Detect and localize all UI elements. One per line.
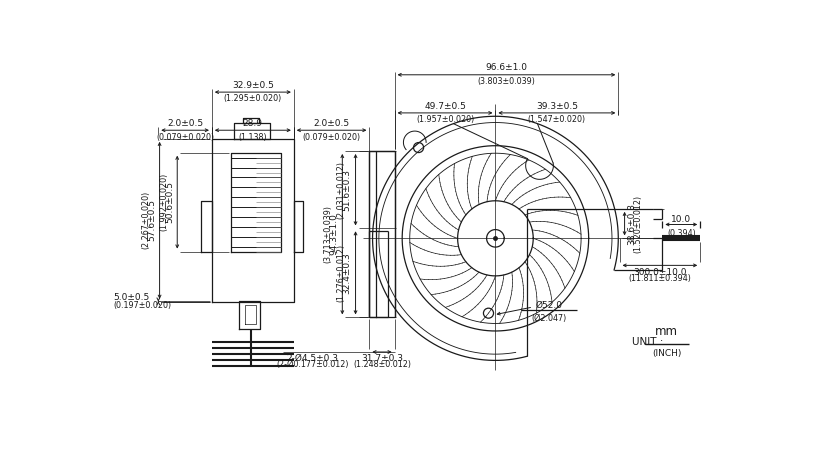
Text: UNIT :: UNIT : [633,337,663,347]
Text: 31.7±0.3: 31.7±0.3 [361,354,403,363]
Text: (3.713±0.039): (3.713±0.039) [324,205,333,263]
Text: 50.6±0.5: 50.6±0.5 [165,181,174,223]
Text: (Ø2.047): (Ø2.047) [532,314,567,323]
Text: 28.9: 28.9 [243,119,263,128]
Text: (0.079±0.020): (0.079±0.020) [156,133,214,142]
Text: 2-Ø4.5±0.3: 2-Ø4.5±0.3 [287,354,339,363]
Text: (0.079±0.020): (0.079±0.020) [302,133,361,142]
Text: (1.276±0.012): (1.276±0.012) [337,244,346,302]
Text: 96.6±1.0: 96.6±1.0 [485,63,528,72]
Text: (3.803±0.039): (3.803±0.039) [477,77,536,86]
Text: Ø52.0: Ø52.0 [536,300,563,309]
Text: 39.3±0.5: 39.3±0.5 [536,102,578,111]
Text: (1.992±0.020): (1.992±0.020) [159,173,168,231]
Text: (1.295±0.020): (1.295±0.020) [224,94,282,104]
Text: (0.394): (0.394) [667,229,696,238]
Text: (11.811±0.394): (11.811±0.394) [628,274,691,283]
Text: (1.248±0.012): (1.248±0.012) [353,360,411,369]
Text: 32.9±0.5: 32.9±0.5 [232,81,274,90]
Text: 32.4±0.3: 32.4±0.3 [342,252,352,294]
Text: 300.0±10.0: 300.0±10.0 [633,268,687,277]
Text: 5.0±0.5: 5.0±0.5 [113,293,150,302]
Text: (1.520±0.012): (1.520±0.012) [633,194,642,252]
Text: (2-Ø0.177±0.012): (2-Ø0.177±0.012) [276,360,349,369]
Text: (2.031±0.012): (2.031±0.012) [337,161,346,219]
Text: 94.3±1.0: 94.3±1.0 [329,213,338,255]
Text: 38.6±0.3: 38.6±0.3 [627,202,636,245]
Text: 10.0: 10.0 [672,215,691,224]
Text: 51.6±0.3: 51.6±0.3 [342,169,352,211]
Text: (1.138): (1.138) [238,133,267,142]
Text: (0.197±0.020): (0.197±0.020) [113,301,171,310]
Text: 49.7±0.5: 49.7±0.5 [424,102,466,111]
Text: (2.267±0.020): (2.267±0.020) [141,191,150,249]
Text: 2.0±0.5: 2.0±0.5 [167,119,203,128]
Text: 2.0±0.5: 2.0±0.5 [314,119,350,128]
Text: mm: mm [655,325,678,338]
Text: (1.957±0.020): (1.957±0.020) [416,115,474,124]
Text: (1.547±0.020): (1.547±0.020) [528,115,586,124]
Text: 57.6±0.5: 57.6±0.5 [147,199,156,241]
Text: (INCH): (INCH) [652,348,681,357]
